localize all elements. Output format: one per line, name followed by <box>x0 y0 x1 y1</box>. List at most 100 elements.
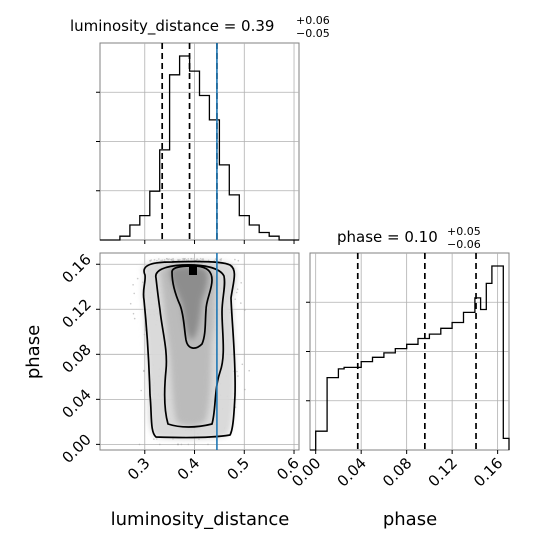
sample-point <box>170 259 173 261</box>
sample-point <box>158 258 160 260</box>
sample-point <box>248 369 250 372</box>
sample-point <box>213 259 216 262</box>
sample-point <box>198 259 200 261</box>
y-tick-label: 0.04 <box>58 385 94 421</box>
panel-phase-hist: 0.00 0.04 0.08 0.12 0.16 phase = 0.10 +0.05 … <box>288 225 510 530</box>
sample-point <box>240 282 242 284</box>
sample-point <box>244 388 246 391</box>
density-peak <box>189 267 197 275</box>
sample-point <box>132 284 134 286</box>
sample-point <box>244 309 246 311</box>
sample-point <box>172 259 175 262</box>
sample-point <box>183 258 185 260</box>
sample-point <box>150 259 152 261</box>
sample-point <box>177 443 179 446</box>
sample-point <box>143 333 146 336</box>
y-tick-label: 0.12 <box>58 295 94 331</box>
sample-point <box>187 443 190 446</box>
sample-point <box>181 258 184 260</box>
tick-marks <box>306 301 499 454</box>
x-tick-label: 0.08 <box>379 454 415 490</box>
phase-title-sub: −0.06 <box>447 238 481 251</box>
sample-point <box>240 302 242 304</box>
histogram <box>310 265 510 451</box>
y-tick-label: 0.00 <box>58 430 94 466</box>
sample-point <box>143 369 145 372</box>
sample-point <box>163 259 166 261</box>
sample-point <box>234 258 236 261</box>
x-tick-label: 0.3 <box>124 454 154 484</box>
sample-point <box>219 258 221 261</box>
sample-point <box>234 298 236 301</box>
sample-point <box>235 291 238 294</box>
x-tick-marks <box>144 450 295 454</box>
x-axis-label-luminosity-distance: luminosity_distance <box>111 509 290 530</box>
sample-point <box>153 438 155 440</box>
quantile-lines <box>356 253 477 450</box>
sample-point <box>180 443 183 446</box>
sample-point <box>159 443 161 446</box>
density-core <box>170 266 208 340</box>
sample-point <box>136 277 139 280</box>
ld-title-sub: −0.05 <box>296 27 330 40</box>
sample-point <box>177 259 180 261</box>
phase-title-main: phase = 0.10 <box>337 228 438 246</box>
tick-marks <box>96 91 295 244</box>
y-tick-marks <box>96 263 100 445</box>
sample-point <box>133 317 136 320</box>
contour-outer <box>142 260 237 439</box>
sample-point <box>241 363 244 366</box>
phase-title-sup: +0.05 <box>447 225 481 238</box>
sample-point <box>161 259 164 262</box>
sample-point <box>201 258 203 261</box>
y-tick-labels: 0.00 0.04 0.08 0.12 0.16 <box>58 250 94 466</box>
ld-title: luminosity_distance = 0.39 <box>70 17 274 36</box>
contours <box>142 260 237 439</box>
ld-title-sup: +0.06 <box>296 14 330 27</box>
histogram-step <box>100 55 299 241</box>
sample-point <box>167 258 169 261</box>
panel-luminosity-distance-hist: luminosity_distance = 0.39 +0.06 −0.05 <box>70 14 330 244</box>
x-tick-label: 0.04 <box>334 454 370 490</box>
sample-point <box>185 258 188 261</box>
sample-point <box>179 258 181 261</box>
x-axis-label-phase: phase <box>383 509 437 530</box>
sample-point <box>156 438 158 440</box>
sample-point <box>187 258 190 260</box>
histogram <box>100 55 299 241</box>
x-tick-label: 0.16 <box>470 454 506 490</box>
contour-middle <box>155 264 226 428</box>
x-tick-label: 0.4 <box>174 454 204 484</box>
x-tick-label: 0.12 <box>425 454 461 490</box>
y-axis-label-phase: phase <box>23 325 44 379</box>
sample-point <box>153 259 156 261</box>
ld-title-main: luminosity_distance = 0.39 <box>70 17 274 36</box>
sample-point <box>190 258 193 260</box>
sample-point <box>237 375 239 377</box>
sample-point <box>202 258 205 261</box>
panel-joint-2d: 0.3 0.4 0.5 0.6 0.000.040.080.120.16 lumino… <box>23 250 303 530</box>
sample-point <box>199 257 202 260</box>
histogram-step <box>310 265 510 451</box>
sample-point <box>140 389 142 392</box>
sample-point <box>194 443 196 446</box>
sample-point <box>133 292 135 295</box>
sample-point <box>160 259 162 262</box>
sample-point <box>192 258 194 260</box>
sample-point <box>172 257 174 260</box>
sample-point <box>166 258 168 260</box>
grid <box>100 43 299 240</box>
sample-point <box>236 288 239 291</box>
sample-point <box>237 259 240 262</box>
y-tick-label: 0.16 <box>58 250 94 286</box>
sample-point <box>156 260 158 262</box>
sample-point <box>138 443 141 446</box>
contour-inner <box>171 265 213 349</box>
sample-point <box>132 312 135 315</box>
x-tick-label: 0.5 <box>224 454 254 484</box>
y-tick-label: 0.08 <box>58 340 94 376</box>
x-tick-labels: 0.3 0.4 0.5 0.6 <box>124 454 303 484</box>
grid <box>310 253 509 450</box>
x-tick-labels: 0.00 0.04 0.08 0.12 0.16 <box>288 454 506 490</box>
